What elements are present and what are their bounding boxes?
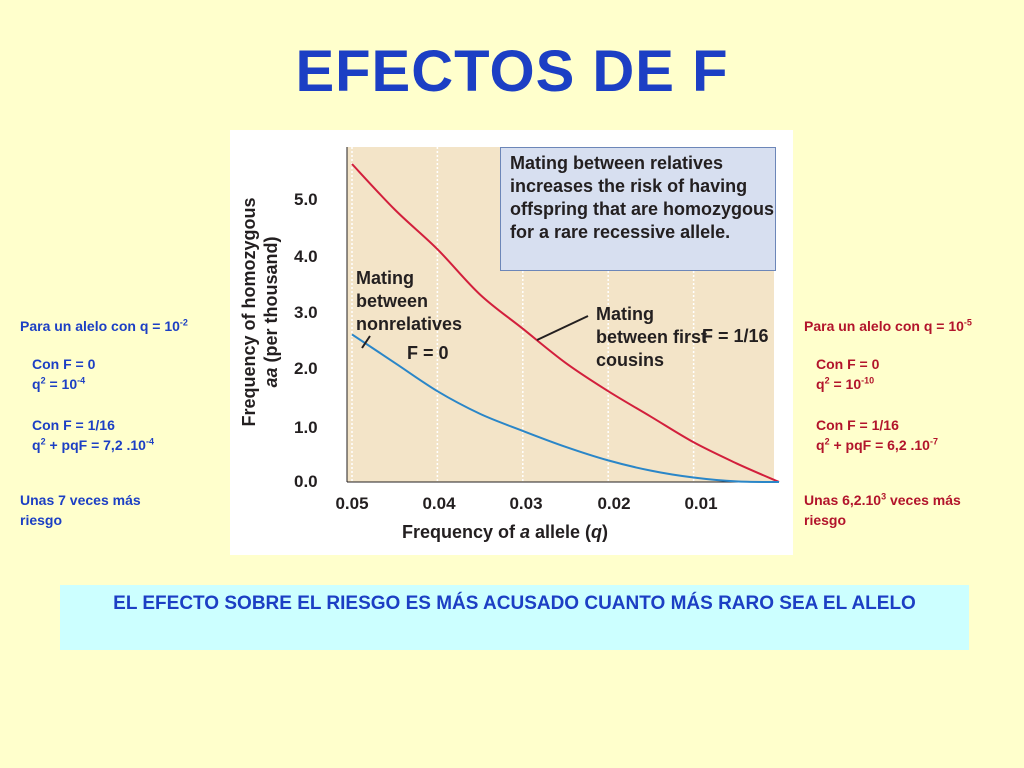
series-label-f0: F = 0 — [407, 343, 449, 363]
series-label-f116: F = 1/16 — [702, 326, 769, 346]
left-notes: Para un alelo con q = 10-2 — [20, 316, 188, 336]
right-f0-block: Con F = 0 q2 = 10-10 — [816, 354, 879, 394]
y-tick-label: 0.0 — [294, 472, 318, 491]
right-notes: Para un alelo con q = 10-5 — [804, 316, 972, 336]
y-tick-label: 1.0 — [294, 418, 318, 437]
right-f0-label: Con F = 0 — [816, 356, 880, 372]
left-risk-note: Unas 7 veces más riesgo — [20, 492, 141, 528]
y-tick-label: 3.0 — [294, 303, 318, 322]
x-tick-label: 0.03 — [509, 494, 543, 513]
annotation-first-cousins: Mating between first cousins — [596, 304, 708, 370]
right-f0-expr: q2 = 10-10 — [816, 375, 875, 392]
leader-line-first-cousins — [536, 315, 589, 341]
callout-text: Mating between relatives increases the r… — [510, 153, 775, 242]
left-f116-expr: q2 + pqF = 7,2 .10-4 — [32, 436, 154, 453]
chart-figure: Mating between relatives increases the r… — [230, 130, 793, 555]
leader-line-nonrelatives — [361, 335, 371, 349]
left-f0-label: Con F = 0 — [32, 356, 96, 372]
right-risk-note: Unas 6,2.103 veces más riesgo — [804, 491, 961, 528]
left-f0-block: Con F = 0 q2 = 10-4 — [32, 354, 95, 394]
y-tick-label: 5.0 — [294, 190, 318, 209]
x-tick-label: 0.02 — [597, 494, 631, 513]
y-axis-label: Frequency of homozygous aa (per thousand… — [239, 197, 281, 427]
x-tick-label: 0.04 — [422, 494, 456, 513]
left-allele-line: Para un alelo con q = 10-2 — [20, 317, 188, 334]
y-tick-label: 4.0 — [294, 247, 318, 266]
series-line-f-1-16 — [351, 163, 780, 483]
right-f116-label: Con F = 1/16 — [816, 417, 899, 433]
callout-box — [500, 147, 776, 271]
annotation-nonrelatives: Mating between nonrelatives — [356, 268, 463, 334]
right-allele-line: Para un alelo con q = 10-5 — [804, 317, 972, 334]
right-f116-expr: q2 + pqF = 6,2 .10-7 — [816, 436, 938, 453]
series-group — [351, 163, 780, 483]
footer-banner: EL EFECTO SOBRE EL RIESGO ES MÁS ACUSADO… — [60, 585, 969, 650]
left-f116-block: Con F = 1/16 q2 + pqF = 7,2 .10-4 — [32, 415, 154, 455]
right-f116-block: Con F = 1/16 q2 + pqF = 6,2 .10-7 — [816, 415, 938, 455]
x-tick-label: 0.05 — [335, 494, 369, 513]
left-f0-expr: q2 = 10-4 — [32, 375, 86, 392]
x-tick-label: 0.01 — [684, 494, 718, 513]
page-title: EFECTOS DE F — [295, 39, 729, 104]
y-tick-label: 2.0 — [294, 359, 318, 378]
left-f116-label: Con F = 1/16 — [32, 417, 115, 433]
series-line-f-0 — [351, 333, 780, 483]
x-axis-label: Frequency of a allele (q) — [401, 522, 609, 542]
